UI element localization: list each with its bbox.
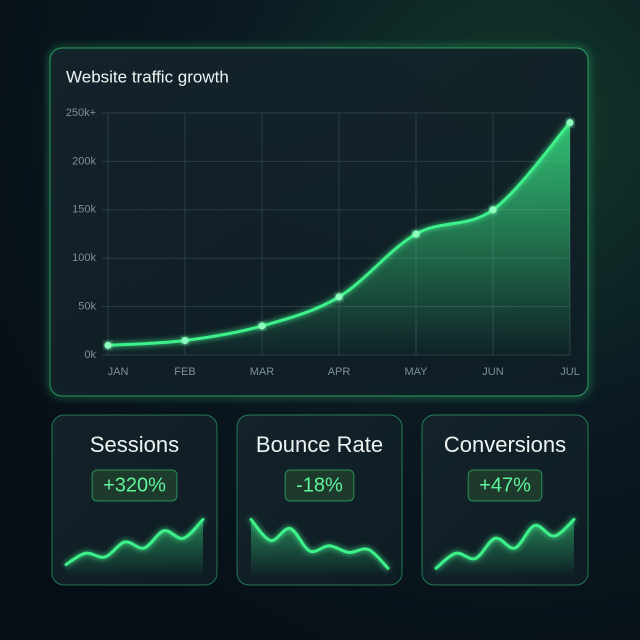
area-fill [436, 519, 574, 576]
x-tick-label: APR [328, 366, 351, 378]
x-tick-label: JUN [482, 366, 503, 378]
data-point [181, 336, 189, 344]
x-tick-label: JUL [560, 366, 580, 378]
badge-background [284, 469, 355, 502]
chart-title: Website traffic growth [66, 67, 229, 86]
y-tick-label: 250k+ [66, 107, 96, 119]
data-point [258, 322, 266, 330]
area-fill [108, 122, 570, 356]
badge-background [467, 469, 543, 502]
x-tick-label: FEB [174, 366, 195, 378]
area-fill [251, 519, 388, 576]
badge: +320% [91, 469, 178, 502]
y-tick-label: 100k [72, 252, 96, 264]
badge: -18% [284, 469, 355, 502]
badge-value: -18% [296, 474, 343, 496]
data-point [335, 293, 343, 301]
data-point [566, 119, 574, 127]
data-point [412, 230, 420, 238]
x-tick-label: MAY [404, 366, 428, 378]
badge-background [91, 469, 178, 502]
card-title: Conversions [444, 432, 566, 457]
area-fill [66, 519, 203, 576]
y-tick-label: 50k [78, 301, 96, 313]
x-tick-label: JAN [108, 366, 129, 378]
y-tick-label: 0k [84, 349, 96, 361]
y-tick-label: 150k [72, 204, 96, 216]
line [249, 518, 390, 570]
line [64, 518, 205, 566]
line [434, 518, 576, 570]
x-tick-label: MAR [250, 366, 275, 378]
badge-value: +47% [479, 474, 531, 496]
card-title: Bounce Rate [256, 432, 383, 457]
badge-value: +320% [103, 474, 166, 496]
card-title: Sessions [90, 432, 179, 457]
data-point [489, 206, 497, 214]
y-tick-label: 200k [72, 155, 96, 167]
badge: +47% [467, 469, 543, 502]
data-point [104, 341, 112, 349]
